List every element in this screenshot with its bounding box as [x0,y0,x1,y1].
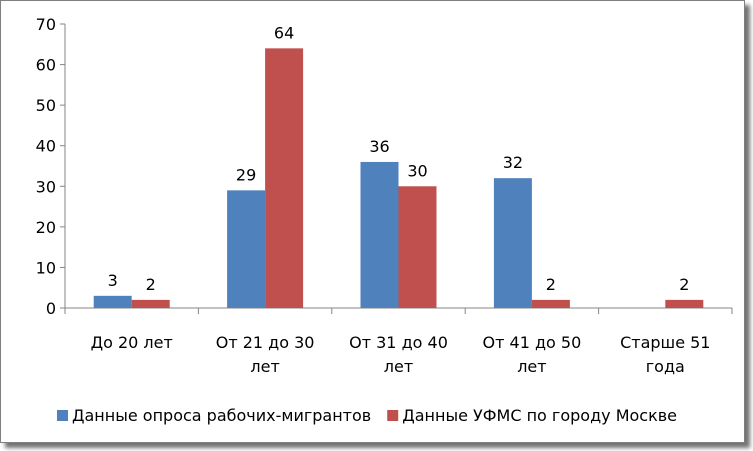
y-tick-label: 40 [36,137,56,156]
bar-chart: 0 10 20 30 40 50 60 70 До 20 лет От 21 до 30 лет О… [36,15,733,425]
data-label: 64 [274,23,294,42]
y-tick-label: 10 [36,258,56,277]
bar-series-1-3 [360,161,399,308]
legend-label-1: Данные опроса рабочих-мигрантов [72,406,371,425]
x-category-label: От 21 до 30 [216,333,315,352]
data-label: 29 [236,165,256,184]
data-label: 36 [369,137,389,156]
bar-series-2-4 [531,299,570,308]
data-label: 30 [407,161,427,180]
x-category-label: лет [250,357,279,376]
bar-series-1-4 [493,178,532,308]
y-tick-label: 50 [36,96,56,115]
y-tick-label: 30 [36,177,56,196]
legend-swatch-2 [387,410,399,421]
bar-series-2-1 [131,299,170,308]
x-category-label: До 20 лет [91,333,173,352]
y-tick-label: 70 [36,15,56,34]
data-label: 2 [546,275,556,294]
data-labels: 3 29 36 32 2 64 30 2 2 [108,23,690,294]
x-axis: До 20 лет От 21 до 30 лет От 31 до 40 лет От … [64,307,733,376]
chart-frame: 0 10 20 30 40 50 60 70 До 20 лет От 21 до 30 лет О… [0,0,745,443]
legend-label-2: Данные УФМС по городу Москве [402,406,677,425]
x-category-label: лет [384,357,413,376]
legend-swatch-1 [57,410,68,421]
bar-series-2-5 [665,299,704,308]
y-axis: 0 10 20 30 40 50 60 70 [36,15,66,318]
data-label: 32 [503,153,523,172]
data-label: 2 [679,275,689,294]
bar-series-1-1 [93,295,132,308]
data-label: 2 [146,275,156,294]
bars [93,48,704,308]
x-category-label: Старше 51 [620,333,710,352]
x-category-label: От 31 до 40 [349,333,448,352]
bar-series-2-2 [265,48,304,308]
x-category-label: От 41 до 50 [483,333,582,352]
legend: Данные опроса рабочих-мигрантов Данные УФ… [57,406,677,425]
data-label: 3 [108,271,118,290]
y-tick-label: 20 [36,218,56,237]
bar-series-2-3 [398,186,437,308]
y-tick-label: 0 [46,299,56,318]
bar-series-1-2 [227,190,266,308]
x-category-label: лет [517,357,546,376]
x-category-label: года [646,357,685,376]
y-tick-label: 60 [36,56,56,75]
